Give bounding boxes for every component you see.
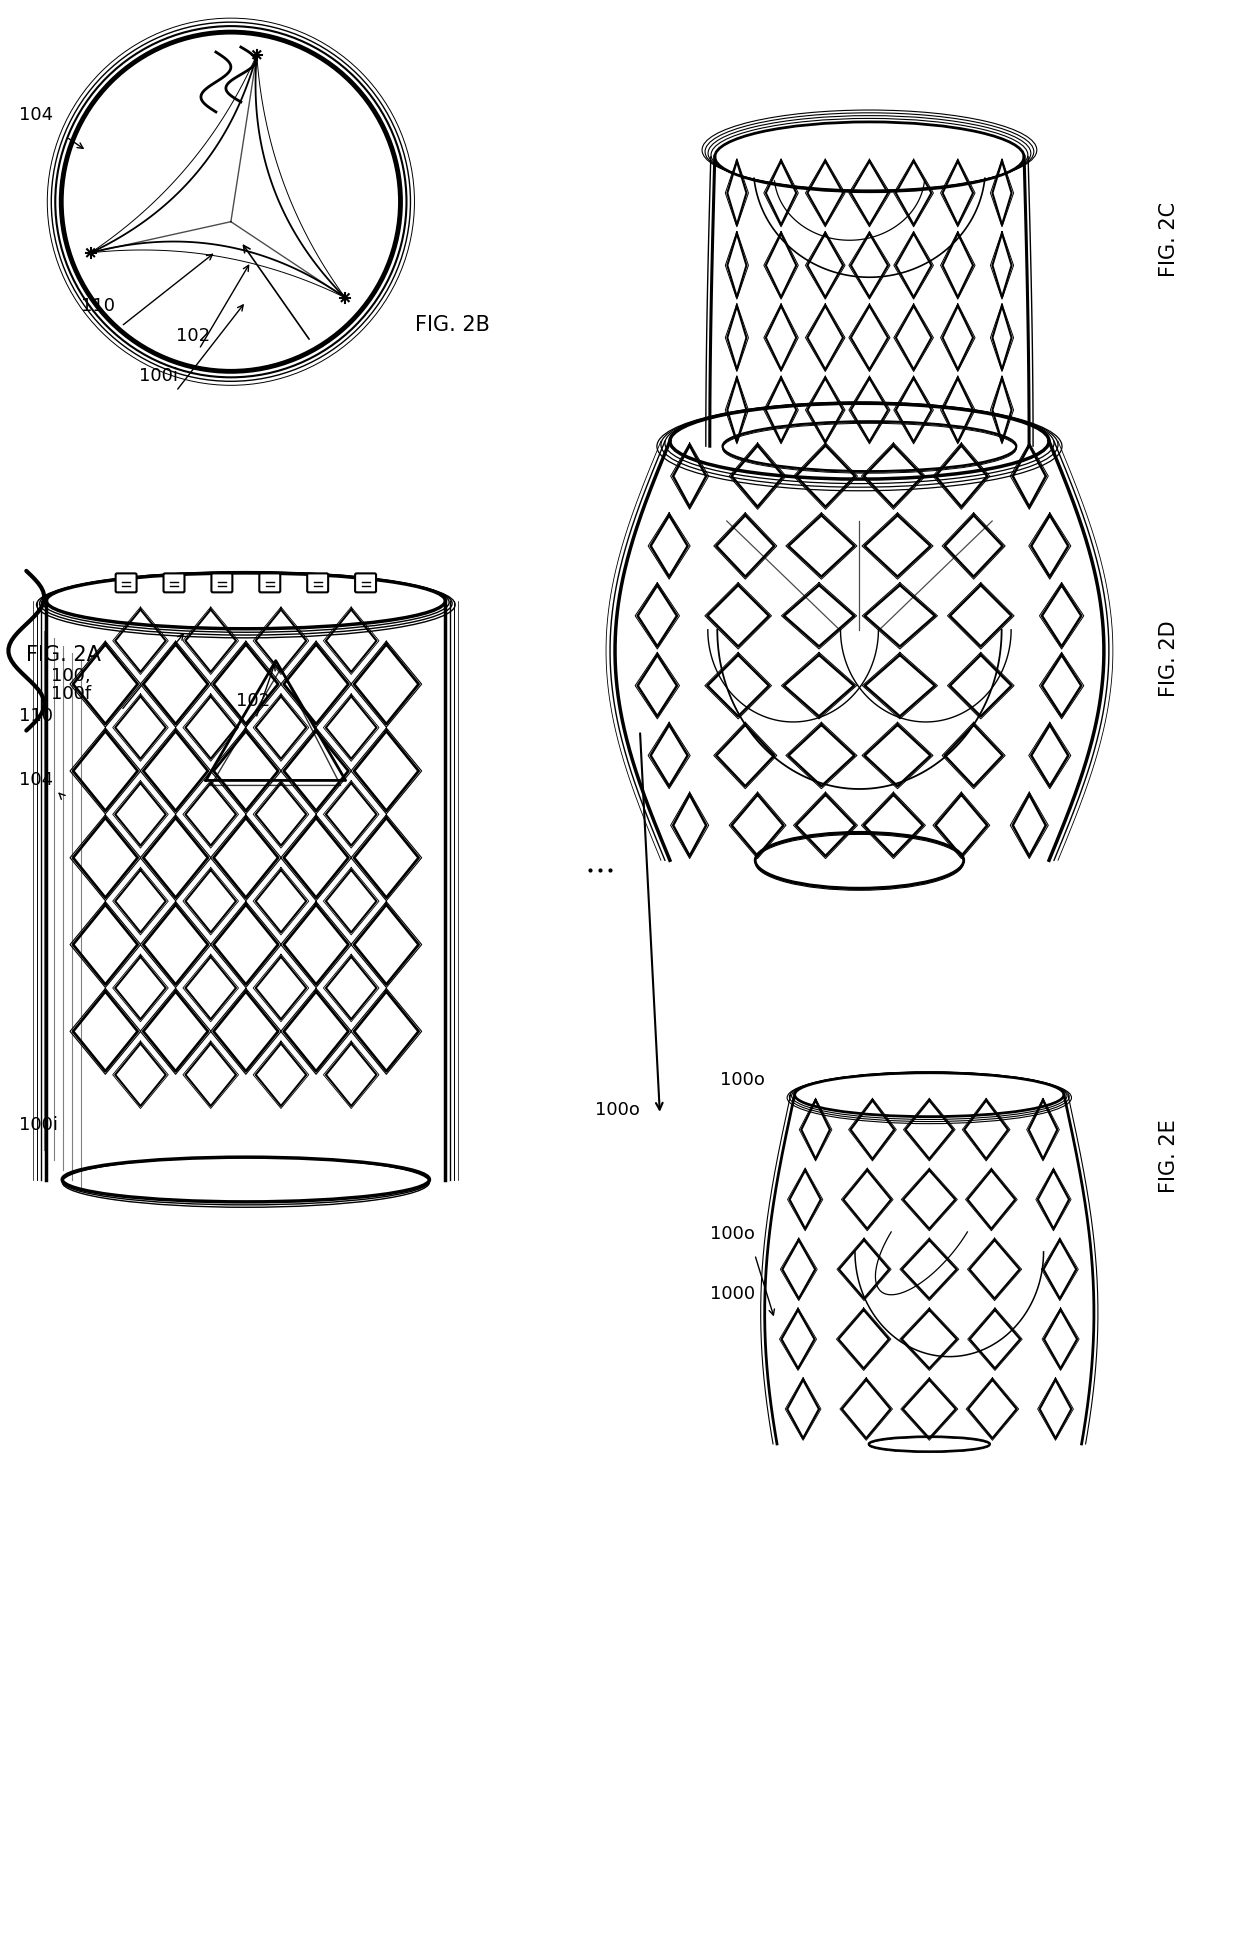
Text: FIG. 2D: FIG. 2D — [1159, 620, 1179, 698]
FancyBboxPatch shape — [259, 574, 280, 591]
Text: 104: 104 — [20, 772, 53, 789]
Text: 100o: 100o — [719, 1070, 765, 1088]
Text: 104: 104 — [20, 107, 53, 124]
Text: 100o: 100o — [709, 1225, 755, 1243]
Text: 110: 110 — [81, 297, 115, 316]
Text: FIG. 2E: FIG. 2E — [1159, 1119, 1179, 1192]
Text: 102: 102 — [176, 328, 210, 345]
FancyBboxPatch shape — [115, 574, 136, 591]
Text: 100,: 100, — [51, 667, 91, 684]
Text: 100f: 100f — [51, 684, 92, 702]
Text: 100i: 100i — [139, 366, 179, 386]
FancyBboxPatch shape — [164, 574, 185, 591]
FancyBboxPatch shape — [355, 574, 376, 591]
Text: FIG. 2A: FIG. 2A — [26, 644, 102, 665]
Text: 102: 102 — [236, 692, 270, 710]
FancyBboxPatch shape — [308, 574, 329, 591]
Text: 1000: 1000 — [709, 1286, 755, 1303]
Text: FIG. 2B: FIG. 2B — [415, 316, 490, 335]
Text: 110: 110 — [20, 706, 53, 725]
Text: 100o: 100o — [595, 1101, 640, 1119]
Text: FIG. 2C: FIG. 2C — [1159, 202, 1179, 277]
FancyBboxPatch shape — [211, 574, 232, 591]
Text: 100i: 100i — [20, 1115, 58, 1134]
